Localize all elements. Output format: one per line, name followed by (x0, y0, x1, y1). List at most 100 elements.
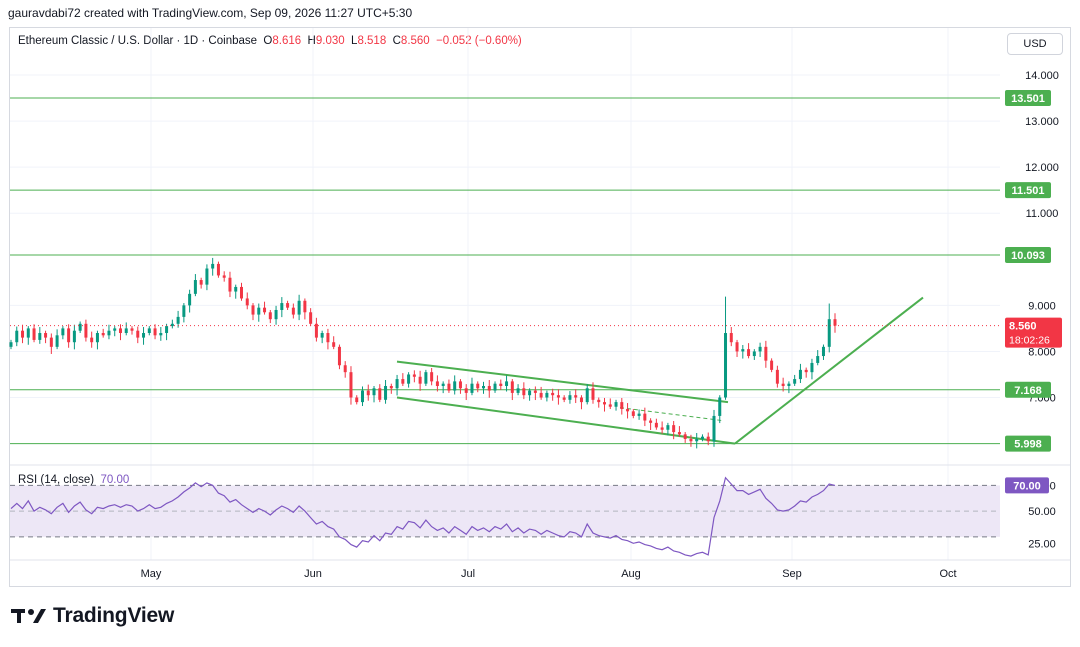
candle-body (470, 383, 474, 393)
candle-body (355, 397, 359, 403)
candle-body (447, 383, 451, 391)
candle-body (228, 277, 232, 292)
candle-body (49, 337, 53, 347)
candle-body (384, 385, 388, 400)
candle-body (147, 328, 151, 334)
tradingview-logo[interactable]: TradingView (11, 604, 174, 628)
candle-body (113, 328, 117, 331)
candle-body (551, 392, 555, 396)
price-tick-label: 8.000 (1028, 346, 1056, 358)
candle-body (286, 303, 290, 308)
candle-body (84, 323, 88, 338)
candle-body (654, 422, 658, 428)
candle-body (574, 395, 578, 398)
candle-body (211, 263, 215, 269)
candle-body (781, 383, 785, 386)
candle-body (718, 397, 722, 416)
candle-body (545, 392, 549, 398)
candle-body (9, 342, 13, 347)
rsi-tick-label: 25.00 (1028, 538, 1056, 550)
candle-body (366, 390, 370, 396)
candle-body (735, 342, 739, 352)
candle-body (165, 326, 169, 334)
candle-body (314, 323, 318, 338)
candle-body (482, 385, 486, 389)
level-label-box (1005, 381, 1051, 398)
candle-body (153, 328, 157, 336)
x-tick-label: May (141, 568, 162, 580)
level-label-box (1005, 435, 1051, 452)
chart-credit: gauravdabi72 created with TradingView.co… (8, 6, 413, 20)
candle-body (130, 328, 134, 331)
level-label-box (1005, 90, 1051, 107)
high-label: H (307, 35, 316, 47)
candle-body (724, 333, 728, 398)
candle-body (176, 316, 180, 324)
channel-mid-dashed (619, 407, 723, 422)
x-tick-label: Jun (304, 568, 322, 580)
currency-button[interactable]: USD (1007, 33, 1063, 55)
candle-body (683, 434, 687, 439)
candle-body (464, 388, 468, 393)
candle-body (332, 342, 336, 347)
open-value: 8.616 (272, 35, 302, 47)
candle-body (487, 385, 491, 391)
candle-body (395, 379, 399, 389)
candle-body (72, 330, 76, 343)
last-price-label: 8.560 (1009, 321, 1037, 333)
candle-body (493, 383, 497, 391)
candle-body (216, 263, 220, 276)
candle-body (378, 388, 382, 400)
candle-body (626, 409, 630, 412)
candle-body (320, 333, 324, 338)
candle-body (712, 415, 716, 442)
symbol-legend: Ethereum Classic / U.S. Dollar · 1D · Co… (18, 35, 522, 47)
candle-body (499, 383, 503, 386)
candle-body (297, 300, 301, 315)
candle-body (418, 376, 422, 384)
candle-body (539, 392, 543, 398)
candle-body (649, 420, 653, 423)
candle-body (620, 402, 624, 410)
candle-body (159, 333, 163, 336)
level-label: 7.168 (1014, 385, 1042, 397)
bar-countdown-label: 18:02:26 (1009, 335, 1050, 347)
candle-body (118, 328, 122, 334)
candle-body (700, 436, 704, 439)
candle-body (401, 379, 405, 384)
high-value: 9.030 (315, 35, 345, 47)
candle-body (26, 328, 30, 338)
level-label: 13.501 (1011, 93, 1045, 105)
candle-body (268, 312, 272, 320)
candle-body (309, 312, 313, 324)
candle-body (793, 379, 797, 384)
candle-body (205, 268, 209, 285)
close-label: C (392, 35, 401, 47)
candle-body (827, 319, 831, 347)
x-tick-label: Jul (461, 568, 475, 580)
candle-body (522, 388, 526, 396)
candle-body (758, 346, 762, 352)
candle-body (107, 330, 111, 336)
candle-body (787, 383, 791, 386)
chart-frame (9, 27, 1071, 587)
rsi-tick-label: 50.00 (1028, 506, 1056, 518)
candle-body (597, 399, 601, 403)
candle-body (770, 360, 774, 370)
candle-body (372, 388, 376, 396)
candle-body (95, 333, 99, 343)
candle-body (435, 381, 439, 386)
low-label: L (351, 35, 358, 47)
candle-body (643, 413, 647, 421)
candle-body (142, 333, 146, 338)
candle-body (349, 372, 353, 398)
ascending-trend-line (734, 296, 924, 445)
candle-body (533, 390, 537, 393)
level-label: 10.093 (1011, 250, 1045, 262)
candle-body (556, 395, 560, 398)
candle-body (343, 365, 347, 373)
candle-body (747, 349, 751, 357)
candle-body (516, 388, 520, 393)
candle-body (528, 390, 532, 396)
